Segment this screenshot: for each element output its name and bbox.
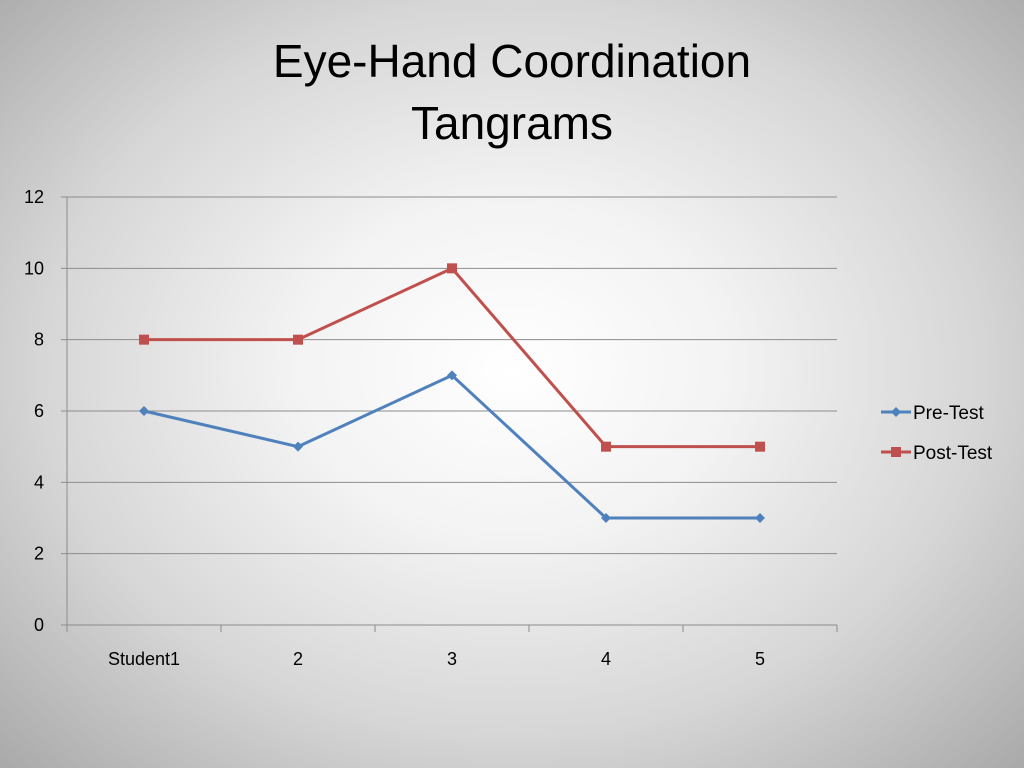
data-point	[139, 406, 149, 416]
y-tick-label: 10	[24, 258, 44, 278]
axes	[61, 196, 838, 632]
data-point	[755, 513, 765, 523]
x-tick-label: 3	[447, 649, 457, 669]
x-axis-tick-labels: Student1 2 3 4 5	[108, 649, 765, 669]
y-tick-label: 6	[34, 401, 44, 421]
series-post-test	[139, 263, 765, 452]
legend: Pre-Test Post-Test	[881, 403, 993, 464]
x-tick-label: 4	[601, 649, 611, 669]
y-axis-tick-labels: 0 2 4 6 8 10 12	[24, 187, 44, 635]
y-tick-label: 8	[34, 330, 44, 350]
data-point	[447, 263, 457, 274]
legend-label: Pre-Test	[913, 403, 984, 424]
data-point	[601, 441, 611, 452]
legend-marker	[891, 407, 901, 417]
series-group	[139, 263, 765, 523]
x-tick-label: 5	[755, 649, 765, 669]
y-tick-label: 0	[34, 615, 44, 635]
series-line	[144, 266, 760, 449]
data-point	[293, 441, 303, 452]
slide-title: Eye-Hand Coordination Tangrams	[0, 30, 1024, 154]
data-point	[601, 513, 611, 523]
slide-title-line-1: Eye-Hand Coordination	[272, 35, 752, 87]
legend-label: Post-Test	[913, 443, 993, 464]
gridlines	[67, 196, 837, 555]
y-tick-label: 4	[34, 472, 44, 492]
slide-title-line-2: Tangrams	[411, 97, 613, 149]
x-tick-label: Student1	[108, 649, 180, 669]
y-tick-label: 2	[34, 544, 44, 564]
legend-marker	[891, 447, 901, 457]
data-point	[755, 441, 765, 452]
y-tick-label: 12	[24, 187, 44, 207]
legend-item: Post-Test	[881, 443, 993, 464]
data-point	[447, 370, 457, 381]
legend-item: Pre-Test	[881, 403, 984, 424]
x-tick-label: 2	[293, 649, 303, 669]
data-point	[293, 334, 303, 345]
data-point	[139, 334, 149, 345]
series-pre-test	[139, 370, 765, 523]
